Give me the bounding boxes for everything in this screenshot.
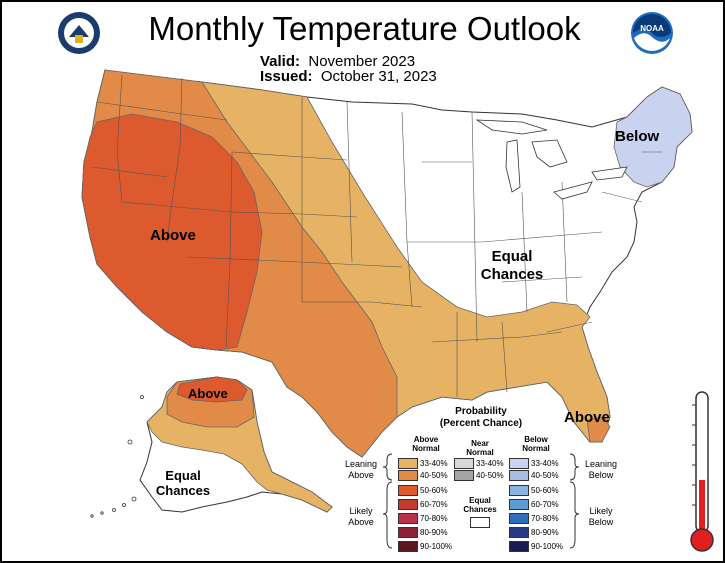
col-near-2: Normal (466, 448, 494, 457)
department-of-commerce-seal (58, 12, 100, 54)
legend-near-swatch-1 (454, 470, 474, 481)
legend-above-swatch-1 (398, 470, 418, 481)
legend-col-near: Near Normal (460, 439, 500, 457)
legend-equal: Equal Chances (460, 496, 500, 514)
legend-above-range-4: 70-80% (420, 514, 448, 523)
legend-above-swatch-4 (398, 513, 418, 524)
legend-below-range-5: 80-90% (531, 528, 559, 537)
svg-text:NOAA: NOAA (640, 24, 664, 33)
legend-below-swatch-5 (509, 527, 529, 538)
legend-likely-below: Likely Below (576, 506, 626, 528)
label-equal-chances-alaska: Equal Chances (152, 468, 214, 498)
legend-above-swatch-2 (398, 485, 418, 496)
legend-below-range-4: 70-80% (531, 514, 559, 523)
state-borders (91, 74, 662, 397)
label-above-west: Above (150, 227, 196, 244)
leaning-below-2: Below (588, 470, 614, 480)
leaning-below-1: Leaning (584, 459, 618, 469)
likely-above-1: Likely (349, 506, 373, 516)
legend-above-range-2: 50-60% (420, 486, 448, 495)
legend-below-swatch-3 (509, 499, 529, 510)
col-above-2: Normal (412, 444, 440, 453)
legend-below-range-6: 90-100% (531, 542, 564, 551)
legend-near-range-1: 40-50% (476, 471, 504, 480)
valid-label: Valid: (260, 53, 301, 70)
legend-above-range-3: 60-70% (420, 500, 448, 509)
label-equal-chances: Equal Chances (472, 248, 552, 284)
legend-above-swatch-5 (398, 527, 418, 538)
label-above-florida: Above (564, 409, 610, 426)
valid-date: Valid: November 2023 (260, 53, 415, 70)
legend-above-swatch-3 (398, 499, 418, 510)
legend-title: Probability (Percent Chance) (417, 406, 545, 430)
above-50-60-region (81, 113, 263, 351)
alaska-above-50-60 (176, 376, 248, 403)
legend-above-range-1: 40-50% (420, 471, 448, 480)
alaska-equal-line2: Chances (155, 483, 211, 498)
issued-value: October 31, 2023 (320, 68, 437, 85)
col-below-1: Below (524, 435, 548, 444)
page-title: Monthly Temperature Outlook (148, 10, 581, 47)
aleutian-islands (90, 395, 144, 518)
legend-below-range-0: 33-40% (531, 459, 559, 468)
equal-legend-2: Chances (463, 505, 497, 514)
legend-leaning-above: Leaning Above (338, 459, 384, 481)
issued-label: Issued: (260, 68, 313, 85)
legend-below-swatch-0 (509, 458, 529, 469)
legend-above-swatch-0 (398, 458, 418, 469)
legend-below-range-1: 40-50% (531, 471, 559, 480)
florida-above-region (586, 416, 611, 443)
legend-title-line1: Probability (455, 406, 507, 417)
legend-title-line2: (Percent Chance) (439, 418, 523, 429)
likely-below-1: Likely (589, 506, 613, 516)
legend-above-range-6: 90-100% (420, 542, 453, 551)
legend-col-above: Above Normal (406, 435, 446, 453)
legend-equal-swatch (470, 517, 490, 528)
legend-below-range-2: 50-60% (531, 486, 559, 495)
col-near-1: Near (471, 439, 489, 448)
likely-above-2: Above (348, 517, 374, 527)
legend-above-swatch-6 (398, 541, 418, 552)
leaning-above-2: Above (348, 470, 374, 480)
leaning-above-1: Leaning (344, 459, 378, 469)
legend-likely-above: Likely Above (338, 506, 384, 528)
label-below-northeast: Below (615, 128, 660, 145)
legend-col-below: Below Normal (516, 435, 556, 453)
legend-near-swatch-0 (454, 458, 474, 469)
col-above-1: Above (413, 435, 439, 444)
thermometer-icon (690, 391, 714, 552)
legend-below-swatch-6 (509, 541, 529, 552)
equal-line1: Equal (491, 248, 533, 265)
issued-date: Issued: October 31, 2023 (260, 68, 437, 85)
likely-below-2: Below (588, 517, 614, 527)
equal-legend-1: Equal (469, 496, 491, 505)
legend-leaning-below: Leaning Below (576, 459, 626, 481)
legend-near-range-0: 33-40% (476, 459, 504, 468)
equal-line2: Chances (480, 266, 544, 283)
label-above-alaska: Above (188, 386, 228, 401)
great-lakes (475, 119, 628, 200)
noaa-logo: NOAA (631, 12, 673, 54)
alaska-equal-line1: Equal (165, 468, 201, 483)
legend-below-swatch-1 (509, 470, 529, 481)
col-below-2: Normal (522, 444, 550, 453)
legend-below-swatch-4 (509, 513, 529, 524)
legend-above-range-0: 33-40% (420, 459, 448, 468)
legend-above-range-5: 80-90% (420, 528, 448, 537)
legend-below-swatch-2 (509, 485, 529, 496)
valid-value: November 2023 (308, 53, 416, 70)
legend-below-range-3: 60-70% (531, 500, 559, 509)
